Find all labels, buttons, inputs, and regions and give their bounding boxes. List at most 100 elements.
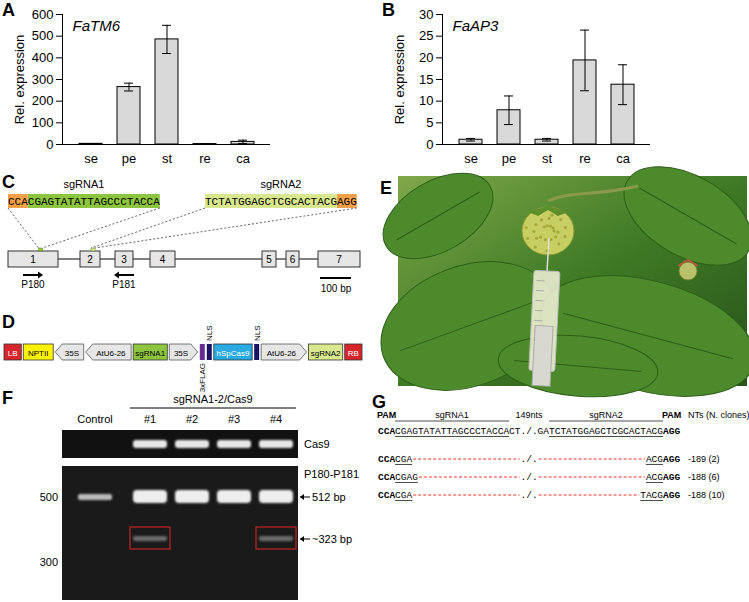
svg-text:-189 (2): -189 (2): [688, 454, 720, 464]
svg-text:TCTATGGAGCTCGCACTACGAGG: TCTATGGAGCTCGCACTACGAGG: [205, 196, 357, 208]
svg-text:20: 20: [419, 50, 433, 65]
svg-text:AGG: AGG: [663, 426, 680, 437]
svg-text:Rel. expression: Rel. expression: [392, 35, 407, 125]
svg-text:Rel. expression: Rel. expression: [12, 35, 27, 125]
svg-text:25: 25: [419, 28, 433, 43]
svg-text:2: 2: [87, 254, 93, 265]
svg-text:sgRNA1-2/Cas9: sgRNA1-2/Cas9: [173, 393, 252, 405]
svg-text:600: 600: [32, 7, 54, 22]
html-text:C: C: [2, 172, 15, 192]
svg-text:FaTM6: FaTM6: [73, 17, 121, 34]
svg-text:300: 300: [40, 556, 58, 568]
svg-text:512 bp: 512 bp: [312, 491, 346, 503]
svg-text:CCA: CCA: [378, 490, 395, 501]
svg-text:500: 500: [40, 491, 58, 503]
svg-text:7: 7: [336, 254, 342, 265]
svg-text:#3: #3: [228, 413, 240, 425]
svg-text:CT./.GA: CT./.GA: [509, 426, 549, 437]
svg-text:Control: Control: [77, 413, 112, 425]
svg-text:500: 500: [32, 28, 54, 43]
svg-text:-188 (10): -188 (10): [688, 490, 725, 500]
svg-text:CCA: CCA: [378, 426, 395, 437]
svg-text:10: 10: [419, 93, 433, 108]
svg-text:PAM: PAM: [662, 410, 681, 420]
svg-text:CCACGAGTATATTAGCCCTACCA: CCACGAGTATATTAGCCCTACCA: [8, 196, 160, 208]
svg-text:3: 3: [121, 254, 127, 265]
html-text:B: B: [382, 0, 395, 20]
svg-text:5: 5: [426, 115, 433, 130]
svg-text:200: 200: [32, 93, 54, 108]
svg-text:FaAP3: FaAP3: [453, 17, 500, 34]
svg-text:300: 300: [32, 72, 54, 87]
svg-text:NTs (N. clones): NTs (N. clones): [688, 410, 749, 420]
svg-text:1: 1: [30, 254, 36, 265]
svg-text:se: se: [464, 151, 478, 166]
svg-text:pe: pe: [502, 151, 516, 166]
svg-text:CCA: CCA: [378, 454, 395, 465]
svg-text:~323 bp: ~323 bp: [312, 533, 352, 545]
svg-text:0: 0: [426, 137, 433, 152]
html-text:G: G: [372, 392, 386, 412]
svg-text:P180-P181: P180-P181: [304, 468, 359, 480]
svg-text:ca: ca: [236, 151, 251, 166]
svg-text:ACG: ACG: [646, 472, 663, 483]
svg-text:#2: #2: [186, 413, 198, 425]
svg-text:CGA: CGA: [395, 490, 412, 501]
svg-text:NLS: NLS: [253, 325, 262, 341]
svg-text:NLS: NLS: [205, 325, 214, 341]
svg-text:RB: RB: [348, 349, 359, 358]
svg-text:AtU6-26: AtU6-26: [267, 349, 297, 358]
svg-text:35S: 35S: [65, 349, 79, 358]
svg-text:AGG: AGG: [663, 472, 680, 483]
svg-text:100: 100: [32, 115, 54, 130]
svg-text:se: se: [84, 151, 98, 166]
svg-text:P181: P181: [112, 279, 136, 290]
svg-text:CGAG: CGAG: [395, 472, 418, 483]
svg-text:AGG: AGG: [663, 454, 680, 465]
svg-text:./.: ./.: [521, 472, 538, 483]
svg-text:./.: ./.: [521, 490, 538, 501]
svg-text:400: 400: [32, 50, 54, 65]
svg-text:#4: #4: [270, 413, 282, 425]
html-text:A: A: [2, 0, 15, 20]
svg-text:sgRNA2: sgRNA2: [589, 410, 623, 420]
svg-text:TCTATGGAGCTCGCACTACG: TCTATGGAGCTCGCACTACG: [549, 426, 663, 437]
svg-text:AGG: AGG: [663, 490, 680, 501]
svg-text:3xFLAG: 3xFLAG: [198, 363, 207, 392]
svg-text:sgRNA1: sgRNA1: [63, 178, 104, 190]
svg-text:ACG: ACG: [646, 454, 663, 465]
svg-text:Cas9: Cas9: [304, 438, 330, 450]
svg-text:LB: LB: [8, 349, 18, 358]
svg-text:4: 4: [160, 254, 166, 265]
svg-text:5: 5: [266, 254, 272, 265]
svg-text:re: re: [199, 151, 211, 166]
svg-text:AtU6-26: AtU6-26: [96, 349, 126, 358]
svg-text:6: 6: [290, 254, 296, 265]
svg-text:15: 15: [419, 72, 433, 87]
svg-text:CCA: CCA: [378, 472, 395, 483]
svg-text:30: 30: [419, 7, 433, 22]
svg-text:0: 0: [46, 137, 53, 152]
svg-text:35S: 35S: [174, 349, 188, 358]
svg-text:-188 (6): -188 (6): [688, 472, 720, 482]
svg-text:100 bp: 100 bp: [321, 283, 352, 294]
svg-text:ca: ca: [616, 151, 631, 166]
svg-text:pe: pe: [122, 151, 136, 166]
svg-text:hSpCas9: hSpCas9: [217, 349, 250, 358]
svg-text:sgRNA1: sgRNA1: [435, 410, 469, 420]
svg-text:CGA: CGA: [395, 454, 412, 465]
svg-text:sgRNA1: sgRNA1: [135, 349, 165, 358]
svg-text:149nts: 149nts: [516, 410, 544, 420]
svg-text:CGAGTATATTAGCCCTACCA: CGAGTATATTAGCCCTACCA: [395, 426, 509, 437]
svg-text:sgRNA2: sgRNA2: [260, 178, 301, 190]
svg-text:#1: #1: [144, 413, 156, 425]
svg-text:sgRNA2: sgRNA2: [311, 349, 341, 358]
svg-text:./.: ./.: [521, 454, 538, 465]
svg-text:re: re: [579, 151, 591, 166]
svg-text:PAM: PAM: [377, 410, 396, 420]
svg-text:st: st: [542, 151, 553, 166]
svg-text:NPTII: NPTII: [28, 349, 48, 358]
svg-text:P180: P180: [21, 279, 45, 290]
svg-text:st: st: [162, 151, 173, 166]
svg-text:TACG: TACG: [640, 490, 663, 501]
